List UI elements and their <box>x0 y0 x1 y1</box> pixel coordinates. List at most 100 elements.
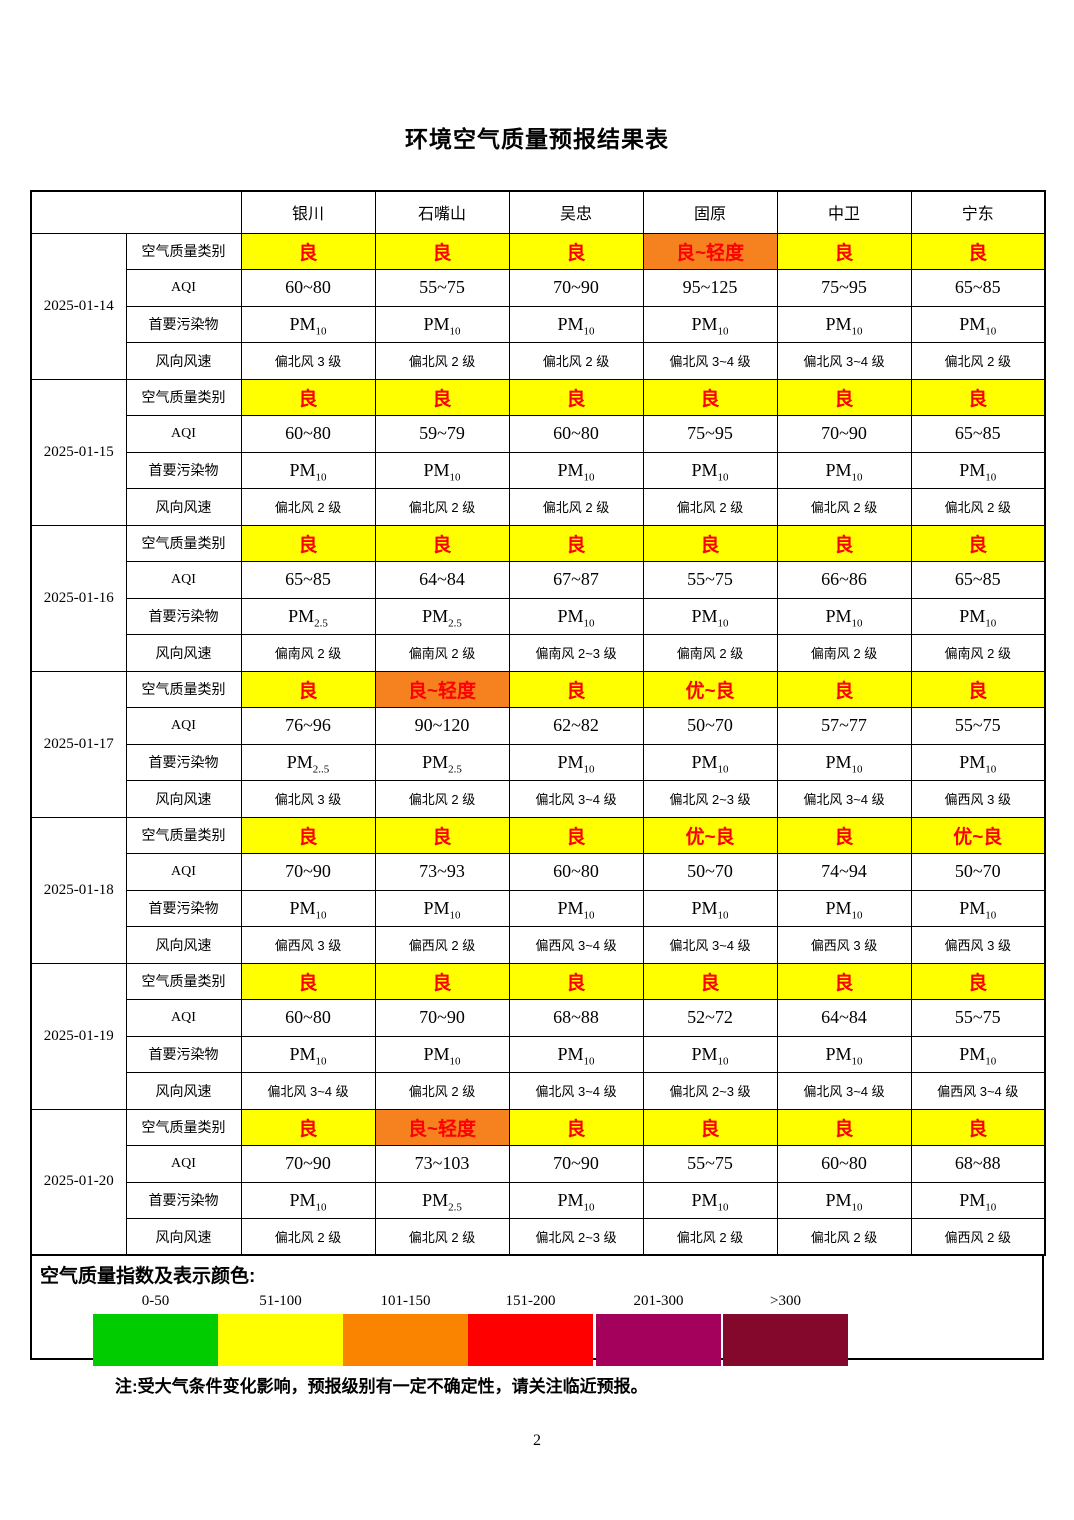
pollutant-subscript: 10 <box>583 471 595 484</box>
wind-cell: 偏北风 2 级 <box>374 780 510 818</box>
pollutant-cell: PM2..5 <box>240 743 376 781</box>
pollutant-name: PM <box>825 897 852 918</box>
pollutant-subscript: 10 <box>449 471 461 484</box>
pollutant-name: PM <box>825 1189 852 1210</box>
page-title: 环境空气质量预报结果表 <box>405 126 669 152</box>
pollutant-subscript: 10 <box>583 617 595 630</box>
row-label-cell: 空气质量类别 <box>125 232 242 270</box>
pollutant-subscript: 10 <box>583 763 595 776</box>
pollutant-name: PM <box>825 459 852 480</box>
category-cell: 良 <box>910 232 1046 270</box>
forecast-row-category: 2025-01-14 空气质量类别良良良良~轻度良良 <box>30 232 1046 380</box>
pollutant-name: PM <box>289 313 316 334</box>
pollutant-name: PM <box>557 605 584 626</box>
row-label-cell: 首要污染物 <box>125 1035 242 1073</box>
date-cell: 2025-01-14 <box>30 232 127 380</box>
aqi-legend: 空气质量指数及表示颜色: 0-50 51-100 101-150 151-200 201… <box>30 1254 1044 1366</box>
aqi-cell: 68~88 <box>910 1145 1046 1183</box>
category-cell: 良 <box>508 1108 644 1146</box>
category-cell: 良~轻度 <box>374 670 510 708</box>
legend-item: 51-100 <box>218 1288 343 1366</box>
forecast-row-category: 2025-01-20 空气质量类别良良~轻度良良良良 <box>30 1108 1046 1256</box>
category-cell: 良 <box>240 378 376 416</box>
legend-color-swatch <box>218 1314 343 1366</box>
pollutant-subscript: 10 <box>985 617 997 630</box>
aqi-cell: 66~86 <box>776 561 912 599</box>
wind-cell: 偏北风 2 级 <box>910 488 1046 526</box>
pollutant-cell: PM10 <box>776 1035 912 1073</box>
pollutant-cell: PM10 <box>642 451 778 489</box>
forecast-row-pollutant: 首要污染物 PM10 PM2.5 PM10 PM10 PM10 PM10 <box>31 1181 1046 1219</box>
pollutant-subscript: 2.5 <box>314 617 328 630</box>
legend-color-swatch <box>596 1314 721 1366</box>
pollutant-cell: PM10 <box>240 889 376 927</box>
pollutant-cell: PM10 <box>642 743 778 781</box>
aqi-cell: 60~80 <box>240 269 376 307</box>
row-label-cell: 首要污染物 <box>125 889 242 927</box>
pollutant-name: PM <box>691 897 718 918</box>
pollutant-name: PM <box>825 605 852 626</box>
pollutant-name: PM <box>423 897 450 918</box>
wind-cell: 偏北风 2 级 <box>776 488 912 526</box>
pollutant-cell: PM10 <box>508 305 644 343</box>
legend-items: 0-50 51-100 101-150 151-200 201-300 >300 <box>32 1288 1042 1366</box>
forecast-row-wind: 风向风速 偏西风 3 级偏西风 2 级偏西风 3~4 级偏北风 3~4 级偏西风 … <box>31 926 1046 964</box>
pollutant-cell: PM10 <box>240 1035 376 1073</box>
aqi-cell: 60~80 <box>776 1145 912 1183</box>
forecast-row-category: 2025-01-17 空气质量类别良良~轻度良优~良良良 <box>30 670 1046 818</box>
wind-cell: 偏北风 2 级 <box>508 342 644 380</box>
aqi-cell: 65~85 <box>910 269 1046 307</box>
pollutant-name: PM <box>691 313 718 334</box>
category-cell: 良 <box>240 232 376 270</box>
row-label-cell: AQI <box>125 853 242 891</box>
category-cell: 良 <box>508 232 644 270</box>
pollutant-cell: PM10 <box>642 597 778 635</box>
wind-cell: 偏北风 2 级 <box>910 342 1046 380</box>
aqi-cell: 55~75 <box>374 269 510 307</box>
forecast-row-pollutant: 首要污染物 PM2..5 PM2.5 PM10 PM10 PM10 PM10 <box>31 743 1046 781</box>
pollutant-subscript: 10 <box>985 1055 997 1068</box>
pollutant-cell: PM10 <box>374 305 510 343</box>
aqi-cell: 65~85 <box>910 561 1046 599</box>
pollutant-cell: PM10 <box>642 1181 778 1219</box>
forecast-row-wind: 风向风速 偏北风 3 级偏北风 2 级偏北风 3~4 级偏北风 2~3 级偏北风 … <box>31 780 1046 818</box>
category-cell: 良~轻度 <box>374 1108 510 1146</box>
aqi-cell: 64~84 <box>374 561 510 599</box>
row-label-cell: 首要污染物 <box>125 743 242 781</box>
wind-cell: 偏北风 3~4 级 <box>642 926 778 964</box>
category-cell: 良 <box>374 378 510 416</box>
aqi-cell: 75~95 <box>776 269 912 307</box>
pollutant-subscript: 10 <box>985 909 997 922</box>
pollutant-cell: PM10 <box>910 1181 1046 1219</box>
wind-cell: 偏北风 2 级 <box>642 488 778 526</box>
wind-cell: 偏南风 2 级 <box>642 634 778 672</box>
wind-cell: 偏北风 3 级 <box>240 342 376 380</box>
category-cell: 良 <box>776 816 912 854</box>
aqi-cell: 60~80 <box>240 999 376 1037</box>
wind-cell: 偏北风 2 级 <box>374 488 510 526</box>
pollutant-cell: PM10 <box>642 889 778 927</box>
pollutant-cell: PM10 <box>776 305 912 343</box>
wind-cell: 偏北风 3~4 级 <box>776 1072 912 1110</box>
legend-item: 201-300 <box>596 1288 721 1366</box>
pollutant-subscript: 10 <box>717 471 729 484</box>
pollutant-cell: PM10 <box>910 1035 1046 1073</box>
aqi-cell: 55~75 <box>910 999 1046 1037</box>
category-cell: 良 <box>240 1108 376 1146</box>
forecast-row-category: 2025-01-18 空气质量类别良良良优~良良优~良 <box>30 816 1046 964</box>
category-cell: 良 <box>642 962 778 1000</box>
category-cell: 良 <box>642 524 778 562</box>
wind-cell: 偏北风 3~4 级 <box>642 342 778 380</box>
pollutant-cell: PM10 <box>508 451 644 489</box>
pollutant-subscript: 10 <box>717 763 729 776</box>
row-label-cell: 风向风速 <box>125 780 242 818</box>
pollutant-name: PM <box>557 1043 584 1064</box>
pollutant-subscript: 10 <box>717 909 729 922</box>
pollutant-subscript: 10 <box>449 909 461 922</box>
wind-cell: 偏北风 3~4 级 <box>776 780 912 818</box>
wind-cell: 偏西风 3 级 <box>776 926 912 964</box>
category-cell: 良 <box>910 670 1046 708</box>
legend-item: 0-50 <box>93 1288 218 1366</box>
pollutant-name: PM <box>691 459 718 480</box>
